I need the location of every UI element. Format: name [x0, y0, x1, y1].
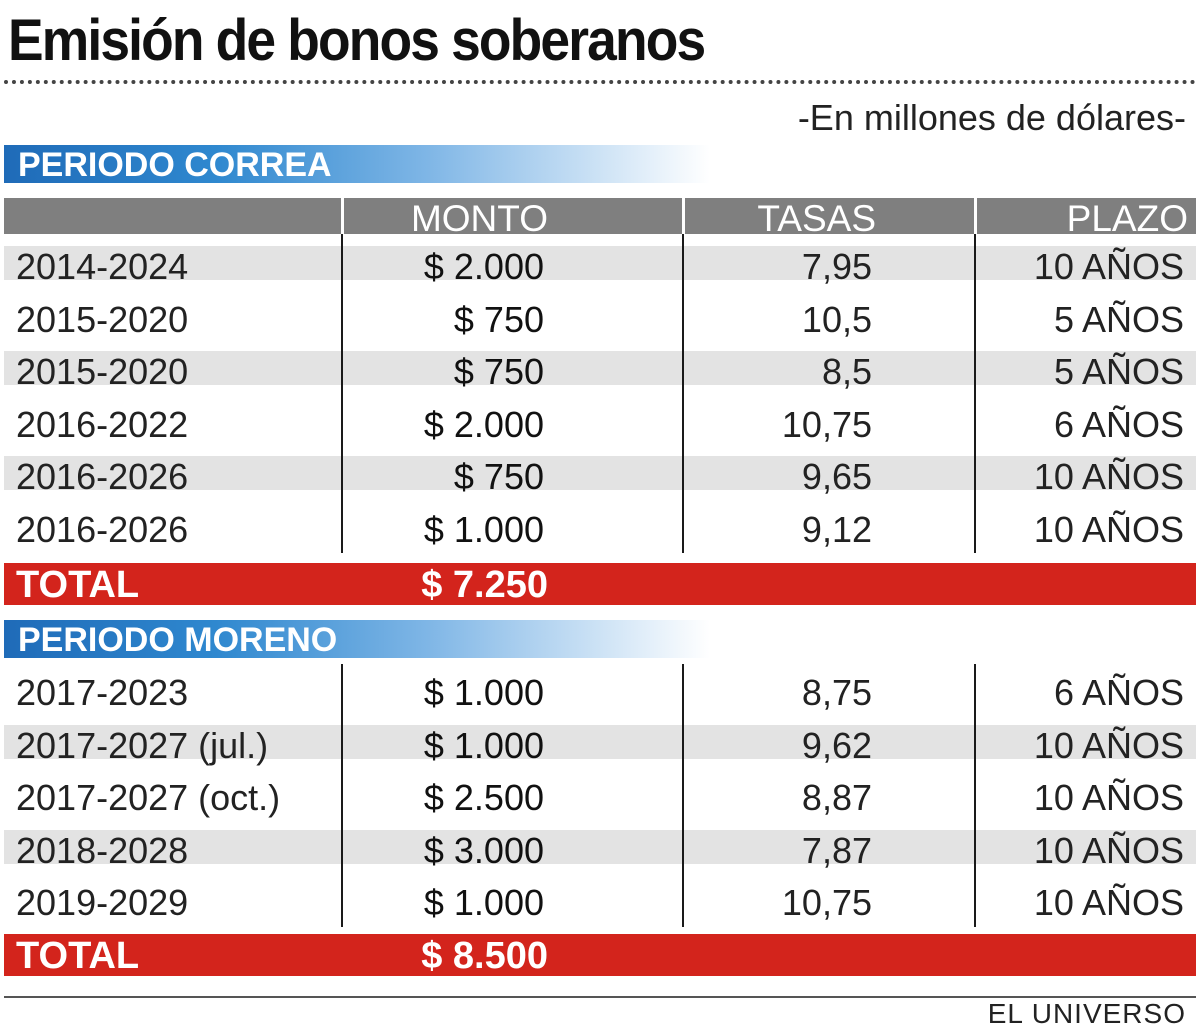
row-monto: $ 2.000	[423, 403, 544, 445]
footer-divider	[4, 996, 1196, 998]
column-divider	[974, 234, 976, 553]
table-row: 2016-2026 $ 1.000 9,12 10 AÑOS	[4, 503, 1196, 556]
source-credit: EL UNIVERSO	[987, 998, 1186, 1029]
total-correa-value: $ 7.250	[421, 564, 548, 606]
row-monto: $ 750	[453, 298, 544, 340]
row-tasa: 9,65	[801, 456, 872, 497]
row-monto: $ 750	[453, 351, 544, 392]
row-plazo: 5 AÑOS	[1053, 298, 1184, 340]
header-tasas: TASAS	[757, 198, 876, 239]
row-tasa: 9,62	[801, 724, 872, 766]
header-plazo: PLAZO	[1066, 198, 1188, 239]
total-moreno-label: TOTAL	[16, 935, 140, 977]
total-correa-bar: TOTAL $ 7.250	[4, 563, 1196, 606]
table-row: 2016-2022 $ 2.000 10,75 6 AÑOS	[4, 398, 1196, 451]
row-tasa: 9,12	[801, 508, 872, 550]
row-monto: $ 2.000	[423, 246, 544, 287]
row-tasa: 8,87	[801, 777, 872, 818]
table-header: MONTO TASAS PLAZO	[4, 198, 1196, 239]
row-period: 2018-2028	[16, 829, 189, 871]
unit-subtitle: -En millones de dólares-	[797, 97, 1186, 138]
row-period: 2017-2027 (jul.)	[16, 724, 269, 766]
row-monto: $ 1.000	[423, 508, 544, 550]
row-plazo: 10 AÑOS	[1033, 246, 1184, 287]
row-period: 2016-2022	[16, 403, 189, 445]
row-period: 2015-2020	[16, 351, 189, 392]
row-tasa: 10,5	[801, 298, 872, 340]
chart-title: Emisión de bonos soberanos	[8, 8, 706, 73]
row-tasa: 8,5	[821, 351, 872, 392]
table-row: 2015-2020 $ 750 10,5 5 AÑOS	[4, 293, 1196, 346]
row-plazo: 10 AÑOS	[1033, 508, 1184, 550]
header-separator	[682, 198, 685, 234]
row-period: 2015-2020	[16, 298, 189, 340]
row-monto: $ 1.000	[423, 882, 544, 923]
table-row: 2015-2020 $ 750 8,5 5 AÑOS	[4, 345, 1196, 398]
total-correa-label: TOTAL	[16, 564, 140, 606]
table-row: 2016-2026 $ 750 9,65 10 AÑOS	[4, 450, 1196, 503]
section-moreno-banner: PERIODO MORENO	[4, 620, 710, 659]
column-divider	[341, 234, 343, 553]
row-monto: $ 2.500	[423, 777, 544, 818]
column-divider	[974, 664, 976, 927]
table-row: 2014-2024 $ 2.000 7,95 10 AÑOS	[4, 240, 1196, 293]
column-divider	[682, 234, 684, 553]
row-monto: $ 750	[453, 456, 544, 497]
row-tasa: 8,75	[801, 672, 872, 713]
table-row: 2017-2027 (jul.) $ 1.000 9,62 10 AÑOS	[4, 719, 1196, 772]
row-monto: $ 3.000	[423, 829, 544, 871]
table-row: 2019-2029 $ 1.000 10,75 10 AÑOS	[4, 876, 1196, 929]
row-period: 2014-2024	[16, 246, 189, 287]
table-row: 2017-2023 $ 1.000 8,75 6 AÑOS	[4, 666, 1196, 719]
table-row: 2018-2028 $ 3.000 7,87 10 AÑOS	[4, 824, 1196, 877]
row-plazo: 10 AÑOS	[1033, 724, 1184, 766]
row-period: 2016-2026	[16, 508, 189, 550]
section-correa-label: PERIODO CORREA	[18, 146, 332, 184]
header-separator	[341, 198, 344, 234]
row-period: 2017-2023	[16, 672, 189, 713]
column-divider	[682, 664, 684, 927]
row-monto: $ 1.000	[423, 724, 544, 766]
header-separator	[974, 198, 977, 234]
row-plazo: 10 AÑOS	[1033, 882, 1184, 923]
row-tasa: 10,75	[781, 882, 872, 923]
row-plazo: 10 AÑOS	[1033, 829, 1184, 871]
row-plazo: 6 AÑOS	[1053, 403, 1184, 445]
row-plazo: 10 AÑOS	[1033, 456, 1184, 497]
total-moreno-value: $ 8.500	[421, 935, 548, 977]
section-correa-banner: PERIODO CORREA	[4, 145, 710, 184]
row-monto: $ 1.000	[423, 672, 544, 713]
row-tasa: 10,75	[781, 403, 872, 445]
row-plazo: 5 AÑOS	[1053, 351, 1184, 392]
total-moreno-bar: TOTAL $ 8.500	[4, 934, 1196, 977]
row-tasa: 7,87	[801, 829, 872, 871]
section-moreno-label: PERIODO MORENO	[18, 621, 338, 659]
row-plazo: 6 AÑOS	[1053, 672, 1184, 713]
row-period: 2017-2027 (oct.)	[16, 777, 281, 818]
title-divider	[4, 80, 1196, 84]
row-period: 2019-2029	[16, 882, 189, 923]
row-period: 2016-2026	[16, 456, 189, 497]
header-monto: MONTO	[410, 198, 548, 239]
column-divider	[341, 664, 343, 927]
row-plazo: 10 AÑOS	[1033, 777, 1184, 818]
table-row: 2017-2027 (oct.) $ 2.500 8,87 10 AÑOS	[4, 771, 1196, 824]
row-tasa: 7,95	[801, 246, 872, 287]
